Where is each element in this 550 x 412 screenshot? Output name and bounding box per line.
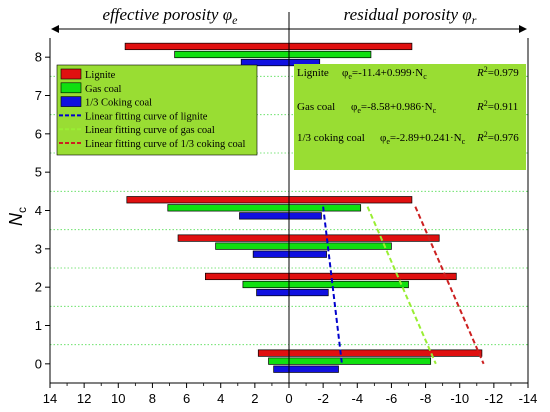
y-tick-label: 3 <box>35 241 42 256</box>
y-tick-label: 6 <box>35 126 42 141</box>
x-tick-label: -2 <box>317 391 329 406</box>
y-tick-label: 0 <box>35 356 42 371</box>
legend-swatch <box>60 82 82 94</box>
header-left-title: effective porosity φe <box>103 5 239 27</box>
equation-label: Lignite <box>297 67 329 79</box>
legend-label: 1/3 Coking coal <box>85 98 152 109</box>
legend-swatch <box>60 96 82 107</box>
header-right-title: residual porosity φr <box>344 5 477 27</box>
header: effective porosity φe residual porosity φ… <box>103 5 477 27</box>
x-tick-label: -14 <box>519 391 538 406</box>
fit_lignite_line <box>414 206 485 365</box>
lignite-bar <box>126 196 413 204</box>
y-axis-title: Nc <box>6 207 29 226</box>
equation-label: Gas coal <box>297 101 335 113</box>
legend-label: Linear fitting curve of lignite <box>85 111 208 122</box>
gas-bar <box>167 204 362 212</box>
y-tick-label: 1 <box>35 318 42 333</box>
coking-bar <box>252 250 327 258</box>
fit_coking_line <box>322 206 343 364</box>
r-squared: R2=0.976 <box>476 130 519 144</box>
gas-bar <box>215 242 392 250</box>
r-squared: R2=0.911 <box>476 99 518 113</box>
equation-formula: φe=-2.89+0.241·Nc <box>380 132 466 146</box>
fit-lines <box>322 206 485 365</box>
legend-label: Linear fitting curve of 1/3 coking coal <box>85 139 245 150</box>
legend-label: Lignite <box>85 70 116 81</box>
x-tick-label: 6 <box>183 391 190 406</box>
x-tick-label: -8 <box>420 391 432 406</box>
y-tick-label: 8 <box>35 50 42 65</box>
legend-label: Gas coal <box>85 84 122 95</box>
x-tick-label: -12 <box>484 391 503 406</box>
lignite-bar <box>257 349 483 357</box>
x-tick-label: 14 <box>43 391 57 406</box>
fit_gas_line <box>366 206 437 365</box>
legend-swatch <box>60 68 82 80</box>
lignite-bar <box>177 234 440 242</box>
coking-bar <box>239 212 322 220</box>
gas-bar <box>242 280 409 289</box>
legend-label: Linear fitting curve of gas coal <box>85 125 215 136</box>
x-tick-label: 10 <box>111 391 125 406</box>
coking-bar <box>256 288 329 297</box>
legend: Lignite Gas coal 1/3 Coking coal Linear fit… <box>56 64 258 156</box>
equation-label: 1/3 coking coal <box>297 132 365 144</box>
equation-panel-bg <box>294 64 526 170</box>
x-tick-label: 0 <box>285 391 292 406</box>
y-tick-label: 7 <box>35 88 42 103</box>
r-squared: R2=0.979 <box>476 65 519 79</box>
coking-bar <box>240 58 321 67</box>
x-tick-label: 4 <box>217 391 224 406</box>
x-tick-label: 8 <box>149 391 156 406</box>
equation-formula: φe=-8.58+0.986·Nc <box>351 101 437 115</box>
x-tick-label: -10 <box>450 391 469 406</box>
x-tick-label: -6 <box>386 391 398 406</box>
gas-bar <box>268 357 432 365</box>
lignite-bar <box>124 42 413 51</box>
x-tick-label: 2 <box>251 391 258 406</box>
legend-box <box>56 64 258 156</box>
bars <box>124 42 483 373</box>
coking-bar <box>273 365 339 373</box>
x-tick-label: -4 <box>352 391 364 406</box>
equation-panel: Lignite φe=-11.4+0.999·Nc R2=0.979 Gas coal… <box>294 64 526 170</box>
x-tick-label: 12 <box>77 391 91 406</box>
y-tick-label: 5 <box>35 165 42 180</box>
y-tick-label: 2 <box>35 280 42 295</box>
gas-bar <box>174 50 372 59</box>
y-tick-label: 4 <box>35 203 42 218</box>
equation-formula: φe=-11.4+0.999·Nc <box>342 67 427 81</box>
